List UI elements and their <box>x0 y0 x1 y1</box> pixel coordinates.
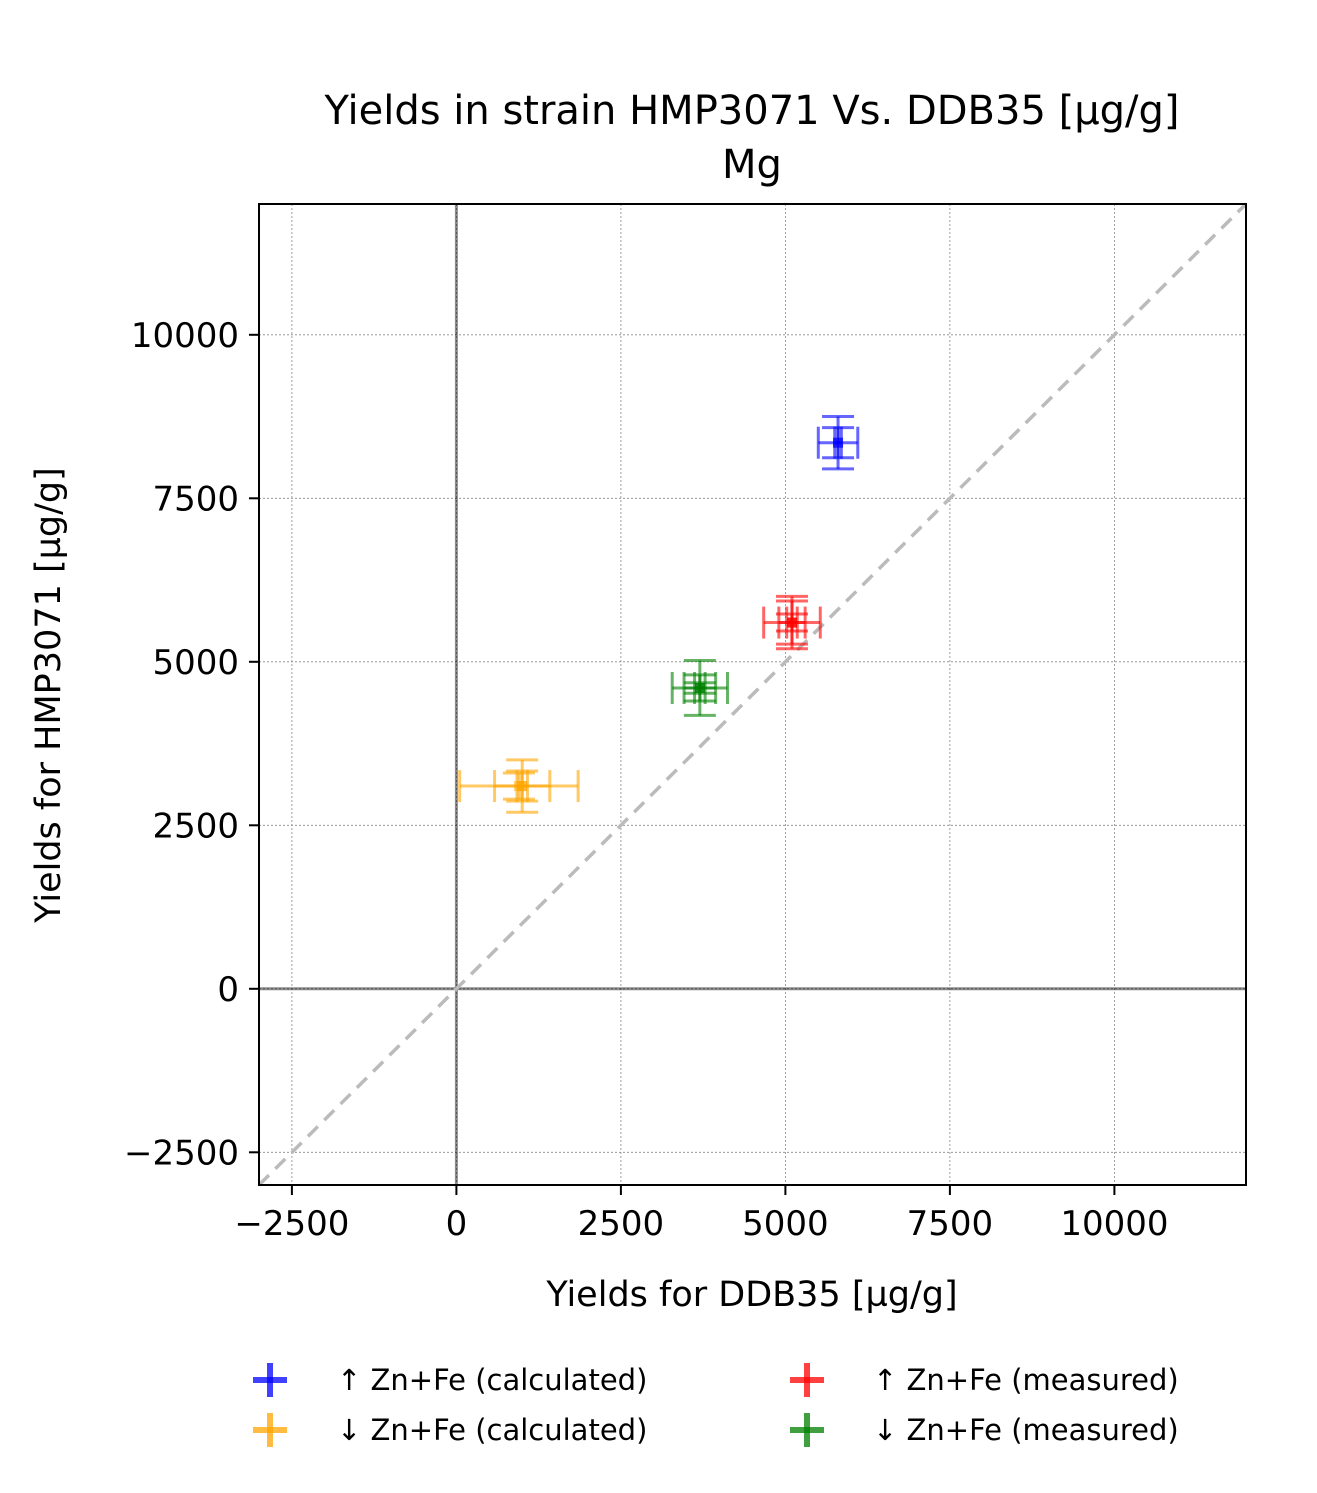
zero-lines <box>259 204 1246 1185</box>
data-point <box>694 682 705 693</box>
y-tick-label: 10000 <box>131 316 239 356</box>
x-axis-label: Yields for DDB35 [µg/g] <box>545 1275 957 1315</box>
legend-label: ↑ Zn+Fe (measured) <box>873 1363 1179 1397</box>
series-group <box>816 415 860 471</box>
y-tick-label: 7500 <box>152 479 239 519</box>
x-axis-ticks: −2500 0 2500 5000 7500 10000 <box>234 1185 1168 1244</box>
x-tick-label: −2500 <box>234 1204 349 1244</box>
y-tick-label: −2500 <box>124 1133 239 1173</box>
data-point <box>833 437 844 448</box>
legend-label: ↓ Zn+Fe (measured) <box>873 1413 1179 1447</box>
legend-label: ↓ Zn+Fe (calculated) <box>337 1413 647 1447</box>
legend-label: ↑ Zn+Fe (calculated) <box>337 1363 647 1397</box>
data-point <box>786 617 797 628</box>
chart-subtitle: Mg <box>722 142 782 188</box>
x-tick-label: 2500 <box>578 1204 665 1244</box>
series-group <box>762 594 822 651</box>
legend-item: ↑ Zn+Fe (measured) <box>790 1363 1179 1397</box>
plot-frame <box>258 203 1247 1186</box>
x-tick-label: 0 <box>446 1204 468 1244</box>
legend-item: ↓ Zn+Fe (measured) <box>790 1413 1179 1447</box>
y-tick-label: 5000 <box>152 643 239 683</box>
legend-item: ↓ Zn+Fe (calculated) <box>253 1413 647 1447</box>
x-tick-label: 10000 <box>1060 1204 1168 1244</box>
legend-item: ↑ Zn+Fe (calculated) <box>253 1363 647 1397</box>
data-point <box>517 781 528 792</box>
diagonal-line <box>257 202 1248 1187</box>
y-tick-label: 0 <box>217 970 239 1010</box>
x-tick-label: 5000 <box>742 1204 829 1244</box>
series-group <box>670 658 729 717</box>
x-tick-label: 7500 <box>907 1204 994 1244</box>
chart-title: Yields in strain HMP3071 Vs. DDB35 [µg/g… <box>323 88 1179 134</box>
y-axis-ticks: −2500 0 2500 5000 7500 10000 <box>124 316 259 1173</box>
data-series <box>458 415 860 814</box>
y-axis-label: Yields for HMP3071 [µg/g] <box>29 467 69 924</box>
identity-line <box>257 202 1248 1187</box>
y-tick-label: 2500 <box>152 806 239 846</box>
series-group <box>458 758 580 814</box>
grid <box>259 204 1246 1185</box>
legend: ↑ Zn+Fe (calculated) ↓ Zn+Fe (calculated)… <box>253 1363 1179 1447</box>
